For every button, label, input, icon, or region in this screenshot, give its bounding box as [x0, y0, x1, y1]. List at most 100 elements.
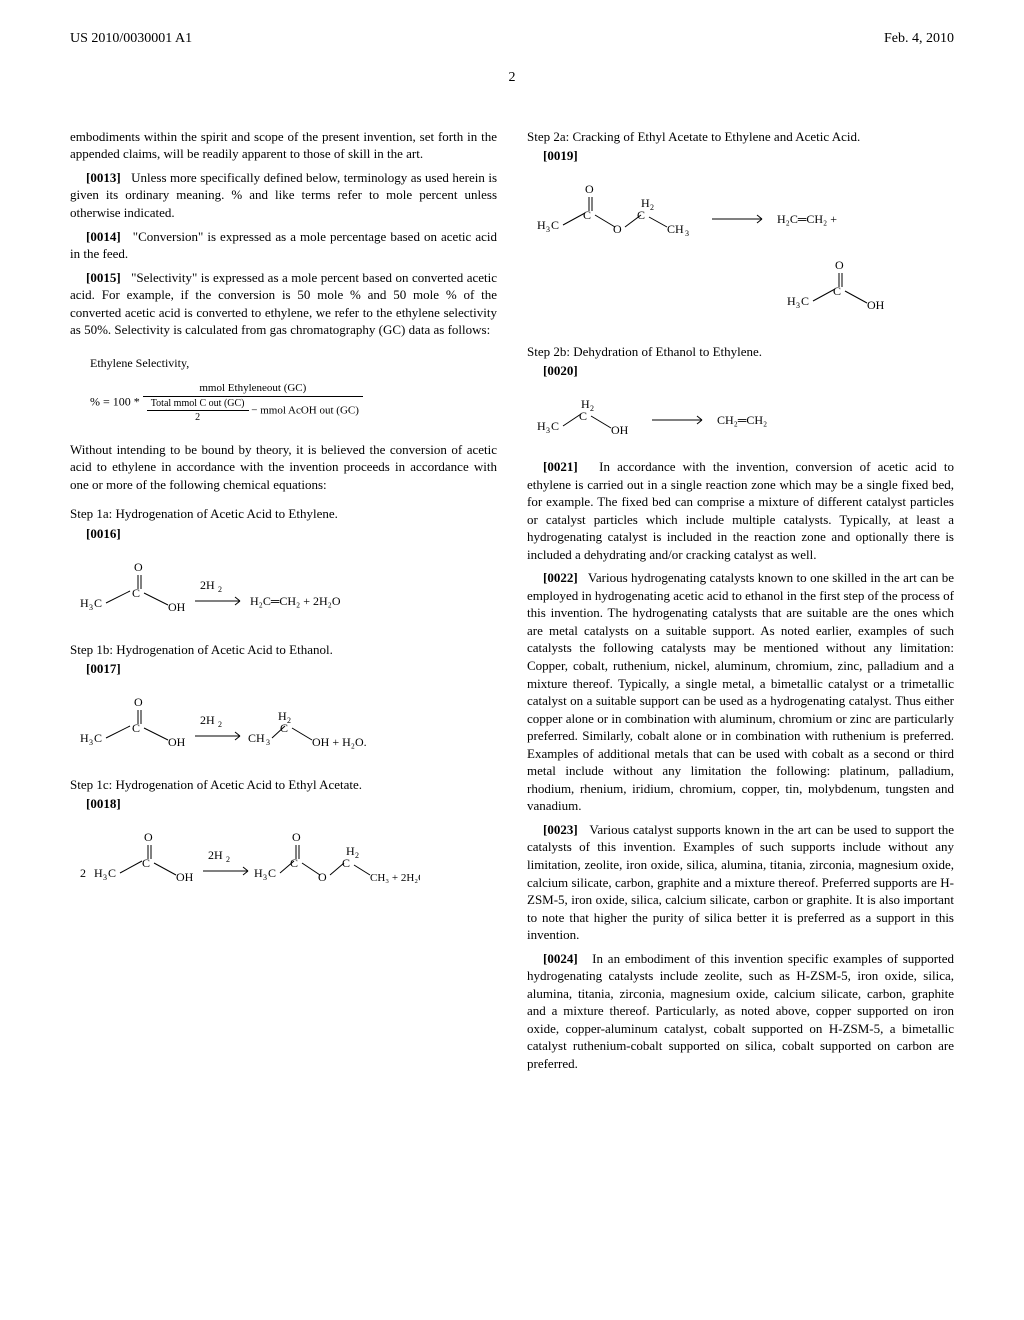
svg-text:OH: OH [611, 423, 629, 437]
svg-text:C: C [342, 856, 350, 870]
step-2a-title: Step 2a: Cracking of Ethyl Acetate to Et… [527, 128, 954, 146]
svg-text:C: C [94, 731, 102, 745]
step-1a-title: Step 1a: Hydrogenation of Acetic Acid to… [70, 505, 497, 523]
svg-text:OH: OH [168, 600, 186, 614]
svg-text:3: 3 [263, 873, 267, 882]
svg-text:2: 2 [226, 855, 230, 864]
formula-fraction: mmol Ethyleneout (GC) Total mmol C out (… [143, 381, 363, 425]
svg-text:C: C [583, 208, 591, 222]
para-0018: [0018] [70, 795, 497, 813]
svg-text:CH₃ + 2H₂O: CH₃ + 2H₂O [370, 872, 420, 884]
svg-text:3: 3 [796, 301, 800, 310]
svg-text:2H: 2H [200, 578, 215, 592]
para-text: "Selectivity" is expressed as a mole per… [70, 270, 497, 338]
selectivity-formula: Ethylene Selectivity, % = 100 * mmol Eth… [90, 355, 497, 425]
svg-text:C: C [579, 409, 587, 423]
para-num: [0015] [86, 270, 121, 285]
svg-text:C: C [290, 856, 298, 870]
left-column: embodiments within the spirit and scope … [70, 128, 497, 1079]
para-text: Unless more specifically defined below, … [70, 170, 497, 220]
svg-text:H: H [787, 294, 796, 308]
svg-text:2: 2 [650, 203, 654, 212]
para-num: [0023] [543, 822, 578, 837]
para-text: Various hydrogenating catalysts known to… [527, 570, 954, 813]
para-num: [0019] [543, 148, 578, 163]
svg-text:2H: 2H [208, 848, 223, 862]
svg-text:2: 2 [218, 720, 222, 729]
svg-text:C: C [108, 866, 116, 880]
chem-equation-1b: OH3CCOH2H2H2CH3COH + H₂O. [80, 692, 497, 762]
svg-text:C: C [268, 866, 276, 880]
page-header: US 2010/0030001 A1 Feb. 4, 2010 [70, 30, 954, 49]
para-0023: [0023] Various catalyst supports known i… [527, 821, 954, 944]
para-num: [0014] [86, 229, 121, 244]
chem-equation-2b: H2H3CCOHCH₂═CH₂ [537, 394, 954, 444]
svg-text:H: H [254, 866, 263, 880]
para-0013: [0013] Unless more specifically defined … [70, 169, 497, 222]
chem-equation-2a: OH3CCOH2CCH3H₂C═CH₂ +OH3CCOH [537, 179, 954, 329]
svg-text:CH: CH [248, 731, 265, 745]
formula-denominator: Total mmol C out (GC) 2 − mmol AcOH out … [143, 397, 363, 425]
svg-text:CH: CH [667, 222, 684, 236]
svg-text:C: C [132, 586, 140, 600]
step-1b-title: Step 1b: Hydrogenation of Acetic Acid to… [70, 641, 497, 659]
svg-text:OH: OH [867, 298, 885, 312]
svg-text:C: C [551, 419, 559, 433]
svg-text:2: 2 [355, 851, 359, 860]
svg-text:C: C [94, 596, 102, 610]
para-text: Various catalyst supports known in the a… [527, 822, 954, 942]
svg-text:C: C [637, 208, 645, 222]
svg-text:2H: 2H [200, 713, 215, 727]
svg-text:C: C [801, 294, 809, 308]
formula-inner-fraction: Total mmol C out (GC) 2 [147, 397, 249, 425]
svg-text:OH: OH [176, 870, 194, 884]
para-0016: [0016] [70, 525, 497, 543]
step-2b-title: Step 2b: Dehydration of Ethanol to Ethyl… [527, 343, 954, 361]
svg-text:C: C [280, 721, 288, 735]
svg-text:3: 3 [546, 426, 550, 435]
para-num: [0013] [86, 170, 121, 185]
para-num: [0017] [86, 661, 121, 676]
step-1c-title: Step 1c: Hydrogenation of Acetic Acid to… [70, 776, 497, 794]
svg-text:H: H [537, 218, 546, 232]
formula-body: % = 100 * mmol Ethyleneout (GC) Total mm… [90, 381, 497, 425]
para-num: [0022] [543, 570, 578, 585]
para-num: [0016] [86, 526, 121, 541]
svg-text:H: H [537, 419, 546, 433]
svg-text:C: C [132, 721, 140, 735]
svg-text:3: 3 [89, 603, 93, 612]
para-0021: [0021] In accordance with the invention,… [527, 458, 954, 563]
svg-text:H₂C═CH₂ + 2H₂O: H₂C═CH₂ + 2H₂O [250, 594, 340, 608]
svg-text:CH₂═CH₂: CH₂═CH₂ [717, 413, 767, 427]
para-0022: [0022] Various hydrogenating catalysts k… [527, 569, 954, 815]
svg-text:3: 3 [685, 229, 689, 238]
svg-text:3: 3 [103, 873, 107, 882]
para-num: [0018] [86, 796, 121, 811]
chem-equation-1c: 2OH3CCOH2H2OH3CCOH2CCH₃ + 2H₂O [80, 827, 497, 897]
publication-date: Feb. 4, 2010 [884, 30, 954, 49]
svg-text:O: O [292, 830, 301, 844]
right-column: Step 2a: Cracking of Ethyl Acetate to Et… [527, 128, 954, 1079]
svg-text:O: O [613, 222, 622, 236]
publication-number: US 2010/0030001 A1 [70, 30, 192, 49]
svg-text:H: H [94, 866, 103, 880]
formula-numerator: mmol Ethyleneout (GC) [143, 381, 363, 397]
para-text: In accordance with the invention, conver… [527, 459, 954, 562]
formula-label: Ethylene Selectivity, [90, 355, 497, 371]
para-num: [0024] [543, 951, 578, 966]
para-0024: [0024] In an embodiment of this inventio… [527, 950, 954, 1073]
svg-text:3: 3 [546, 225, 550, 234]
svg-text:O: O [585, 182, 594, 196]
formula-pct: % = 100 * [90, 395, 140, 409]
svg-text:2: 2 [590, 404, 594, 413]
para-0015-after: Without intending to be bound by theory,… [70, 441, 497, 494]
svg-text:O: O [134, 560, 143, 574]
svg-text:C: C [551, 218, 559, 232]
two-column-layout: embodiments within the spirit and scope … [70, 128, 954, 1079]
para-0020: [0020] [527, 362, 954, 380]
svg-text:OH: OH [168, 735, 186, 749]
svg-text:2: 2 [80, 866, 86, 880]
svg-text:O: O [134, 695, 143, 709]
para-num: [0020] [543, 363, 578, 378]
svg-text:3: 3 [266, 738, 270, 747]
